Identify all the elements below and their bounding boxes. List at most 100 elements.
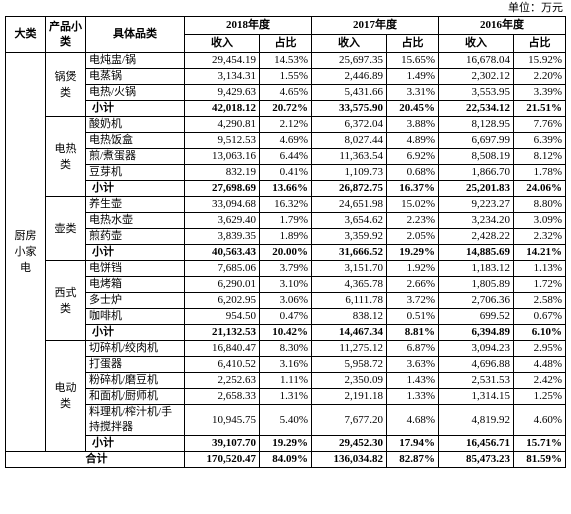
header-cell: 具体品类 [85, 16, 185, 53]
value-cell: 1,109.73 [311, 164, 387, 181]
item-row: 电热水壶 3,629.40 1.79% 3,654.62 2.23% 3,234.20 3.… [6, 212, 566, 229]
subtotal-value: 39,107.70 [184, 435, 260, 452]
value-cell: 4,819.92 [438, 404, 514, 436]
item-row: 咖啡机 954.50 0.47% 838.12 0.51% 699.52 0.67% [6, 308, 566, 325]
value-cell: 7,677.20 [311, 404, 387, 436]
value-cell: 3.16% [259, 356, 312, 373]
value-cell: 5,431.66 [311, 84, 387, 101]
header-cell: 产品小类 [45, 16, 86, 53]
value-cell: 9,512.53 [184, 132, 260, 149]
item-name: 电热/火锅 [85, 84, 185, 101]
value-cell: 2,446.89 [311, 68, 387, 85]
value-cell: 1.72% [513, 276, 566, 293]
minor-category: 锅煲类 [45, 52, 86, 117]
subtotal-value: 29,452.30 [311, 435, 387, 452]
value-cell: 3,359.92 [311, 228, 387, 245]
value-cell: 2,252.63 [184, 372, 260, 389]
value-cell: 954.50 [184, 308, 260, 325]
value-cell: 14.53% [259, 52, 312, 69]
minor-category: 壶类 [45, 196, 86, 261]
value-cell: 7.76% [513, 116, 566, 133]
item-row: 壶类 养生壶 33,094.68 16.32% 24,651.98 15.02% 9,223… [6, 196, 566, 261]
value-cell: 2.42% [513, 372, 566, 389]
item-name: 养生壶 [85, 196, 185, 213]
total-value: 136,034.82 [311, 451, 387, 468]
subtotal-value: 14.21% [513, 244, 566, 261]
header-row: 收入 占比 收入 占比 收入 占比 [6, 34, 566, 53]
value-cell: 699.52 [438, 308, 514, 325]
value-cell: 16,678.04 [438, 52, 514, 69]
item-row: 电热类 酸奶机 4,290.81 2.12% 6,372.04 3.88% 8,128.95… [6, 116, 566, 197]
subtotal-label: 小计 [85, 100, 185, 117]
subtotal-row: 小计 40,563.43 20.00% 31,666.52 19.29% 14,885.6… [6, 244, 566, 261]
value-cell: 6,290.01 [184, 276, 260, 293]
item-name: 豆芽机 [85, 164, 185, 181]
value-cell: 6,111.78 [311, 292, 387, 309]
share-header: 占比 [386, 34, 439, 53]
value-cell: 2,658.33 [184, 388, 260, 405]
value-cell: 1.25% [513, 388, 566, 405]
minor-category: 电动类 [45, 340, 86, 452]
value-cell: 8.30% [259, 340, 312, 357]
item-name: 电饼铛 [85, 260, 185, 277]
value-cell: 3,151.70 [311, 260, 387, 277]
value-cell: 3.63% [386, 356, 439, 373]
value-cell: 2,302.12 [438, 68, 514, 85]
item-row: 电热/火锅 9,429.63 4.65% 5,431.66 3.31% 3,553.95 3… [6, 84, 566, 101]
value-cell: 3.72% [386, 292, 439, 309]
value-cell: 1.33% [386, 388, 439, 405]
subtotal-value: 26,872.75 [311, 180, 387, 197]
value-cell: 0.67% [513, 308, 566, 325]
item-name: 电热水壶 [85, 212, 185, 229]
value-cell: 6,372.04 [311, 116, 387, 133]
item-row: 厨房小家电 锅煲类 电炖盅/锅 29,454.19 14.53% 25,697.35 15.… [5, 52, 566, 452]
value-cell: 4.68% [386, 404, 439, 436]
item-name: 咖啡机 [85, 308, 185, 325]
value-cell: 24,651.98 [311, 196, 387, 213]
subtotal-row: 小计 21,132.53 10.42% 14,467.34 8.81% 6,394.89 6… [6, 324, 566, 341]
value-cell: 8.80% [513, 196, 566, 213]
value-cell: 0.41% [259, 164, 312, 181]
subtotal-label: 小计 [85, 180, 185, 197]
value-cell: 1.79% [259, 212, 312, 229]
subtotal-value: 16,456.71 [438, 435, 514, 452]
share-header: 占比 [513, 34, 566, 53]
minor-category: 西式类 [45, 260, 86, 341]
total-value: 81.59% [513, 451, 566, 468]
value-cell: 2.05% [386, 228, 439, 245]
value-cell: 832.19 [184, 164, 260, 181]
item-row: 电动类 切碎机/绞肉机 16,840.47 8.30% 11,275.12 6.87% 3,… [6, 340, 566, 452]
value-cell: 2.95% [513, 340, 566, 357]
revenue-table: 大类 产品小类 具体品类 2018年度 2017年度 2016年度 收入 占比 收入 占比 收入 占比… [5, 16, 566, 468]
item-row: 和面机/厨师机 2,658.33 1.31% 2,191.18 1.33% 1,314.1… [6, 388, 566, 405]
total-label: 合计 [5, 451, 185, 468]
value-cell: 9,223.27 [438, 196, 514, 213]
value-cell: 3.31% [386, 84, 439, 101]
item-row: 煎药壶 3,839.35 1.89% 3,359.92 2.05% 2,428.22 2.3… [6, 228, 566, 245]
value-cell: 2,428.22 [438, 228, 514, 245]
subtotal-value: 20.72% [259, 100, 312, 117]
value-cell: 6.39% [513, 132, 566, 149]
subtotal-label: 小计 [85, 435, 185, 452]
subtotal-row: 小计 42,018.12 20.72% 33,575.90 20.45% 22,534.1… [6, 100, 566, 117]
subtotal-value: 19.29% [259, 435, 312, 452]
value-cell: 0.47% [259, 308, 312, 325]
value-cell: 2.58% [513, 292, 566, 309]
total-value: 85,473.23 [438, 451, 514, 468]
value-cell: 10,945.75 [184, 404, 260, 436]
value-cell: 3.88% [386, 116, 439, 133]
value-cell: 5.40% [259, 404, 312, 436]
value-cell: 1.89% [259, 228, 312, 245]
subtotal-value: 19.29% [386, 244, 439, 261]
subtotal-value: 40,563.43 [184, 244, 260, 261]
value-cell: 3,629.40 [184, 212, 260, 229]
header-row: 大类 产品小类 具体品类 2018年度 2017年度 2016年度 [5, 16, 566, 53]
value-cell: 2,706.36 [438, 292, 514, 309]
total-row: 合计 170,520.47 84.09% 136,034.82 82.87% 85,473… [5, 451, 566, 468]
item-row: 粉碎机/磨豆机 2,252.63 1.11% 2,350.09 1.43% 2,531.5… [6, 372, 566, 389]
value-cell: 1,314.15 [438, 388, 514, 405]
subtotal-value: 10.42% [259, 324, 312, 341]
value-cell: 1.43% [386, 372, 439, 389]
value-cell: 15.65% [386, 52, 439, 69]
